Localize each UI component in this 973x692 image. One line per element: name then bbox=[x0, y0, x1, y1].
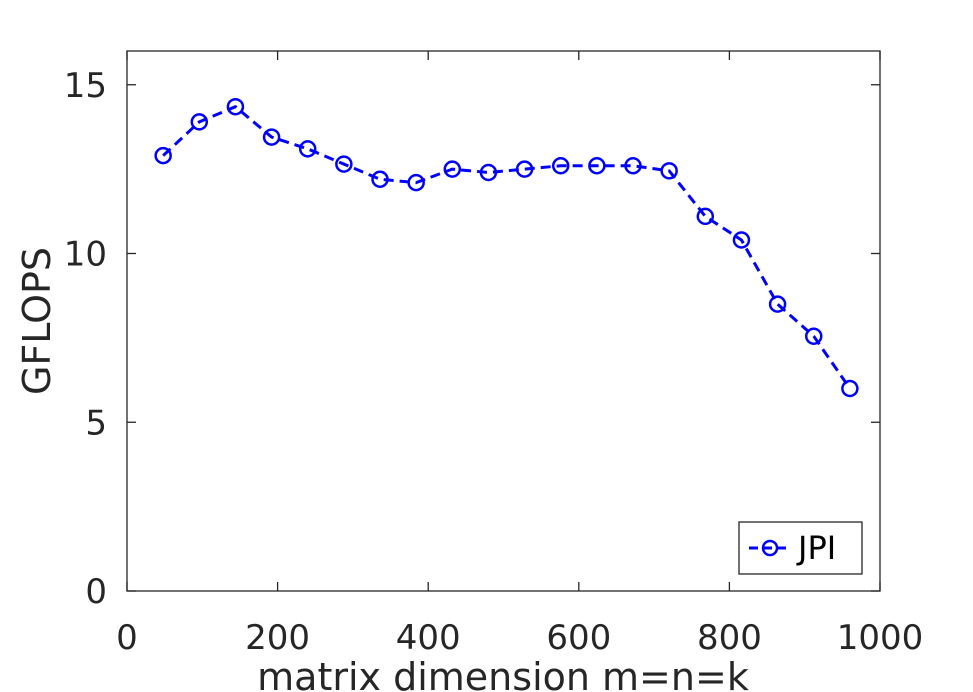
data-point bbox=[335, 155, 353, 173]
legend: JPI bbox=[738, 521, 863, 575]
y-tick-label: 10 bbox=[64, 235, 107, 275]
x-tick-label: 600 bbox=[546, 618, 611, 658]
x-tick-label: 1000 bbox=[837, 618, 924, 658]
x-tick-label: 400 bbox=[396, 618, 461, 658]
series-group bbox=[154, 97, 859, 398]
tick-labels: 0 200 400 600 800 1000 0 5 10 15 bbox=[64, 66, 924, 658]
data-point bbox=[298, 140, 317, 158]
data-point bbox=[841, 379, 859, 398]
data-point bbox=[154, 146, 172, 165]
data-point bbox=[443, 160, 462, 178]
y-tick-label: 5 bbox=[85, 403, 107, 443]
plot-area bbox=[126, 50, 881, 592]
data-point bbox=[515, 160, 534, 178]
data-point bbox=[696, 207, 715, 226]
x-tick-label: 0 bbox=[116, 618, 138, 658]
legend-label: JPI bbox=[796, 529, 836, 567]
data-point bbox=[371, 170, 389, 188]
data-point bbox=[768, 295, 787, 313]
data-point bbox=[588, 157, 606, 175]
data-point bbox=[190, 113, 209, 131]
legend-box bbox=[738, 521, 863, 575]
data-point bbox=[804, 327, 823, 345]
y-tick-label: 0 bbox=[85, 572, 107, 612]
x-tick-label: 800 bbox=[697, 618, 762, 658]
x-axis-title: matrix dimension m=n=k bbox=[257, 655, 749, 692]
axis-ticks bbox=[126, 51, 881, 592]
data-point bbox=[732, 231, 751, 249]
data-point bbox=[624, 157, 642, 175]
legend-marker-sample bbox=[761, 539, 779, 557]
data-point bbox=[407, 173, 425, 192]
x-tick-label: 200 bbox=[245, 618, 310, 658]
data-point bbox=[660, 162, 678, 180]
data-point bbox=[226, 97, 245, 116]
data-point bbox=[551, 157, 570, 175]
y-tick-label: 15 bbox=[64, 66, 107, 106]
data-point bbox=[262, 128, 281, 146]
y-axis-title: GFLOPS bbox=[15, 247, 59, 395]
data-point bbox=[479, 163, 498, 182]
